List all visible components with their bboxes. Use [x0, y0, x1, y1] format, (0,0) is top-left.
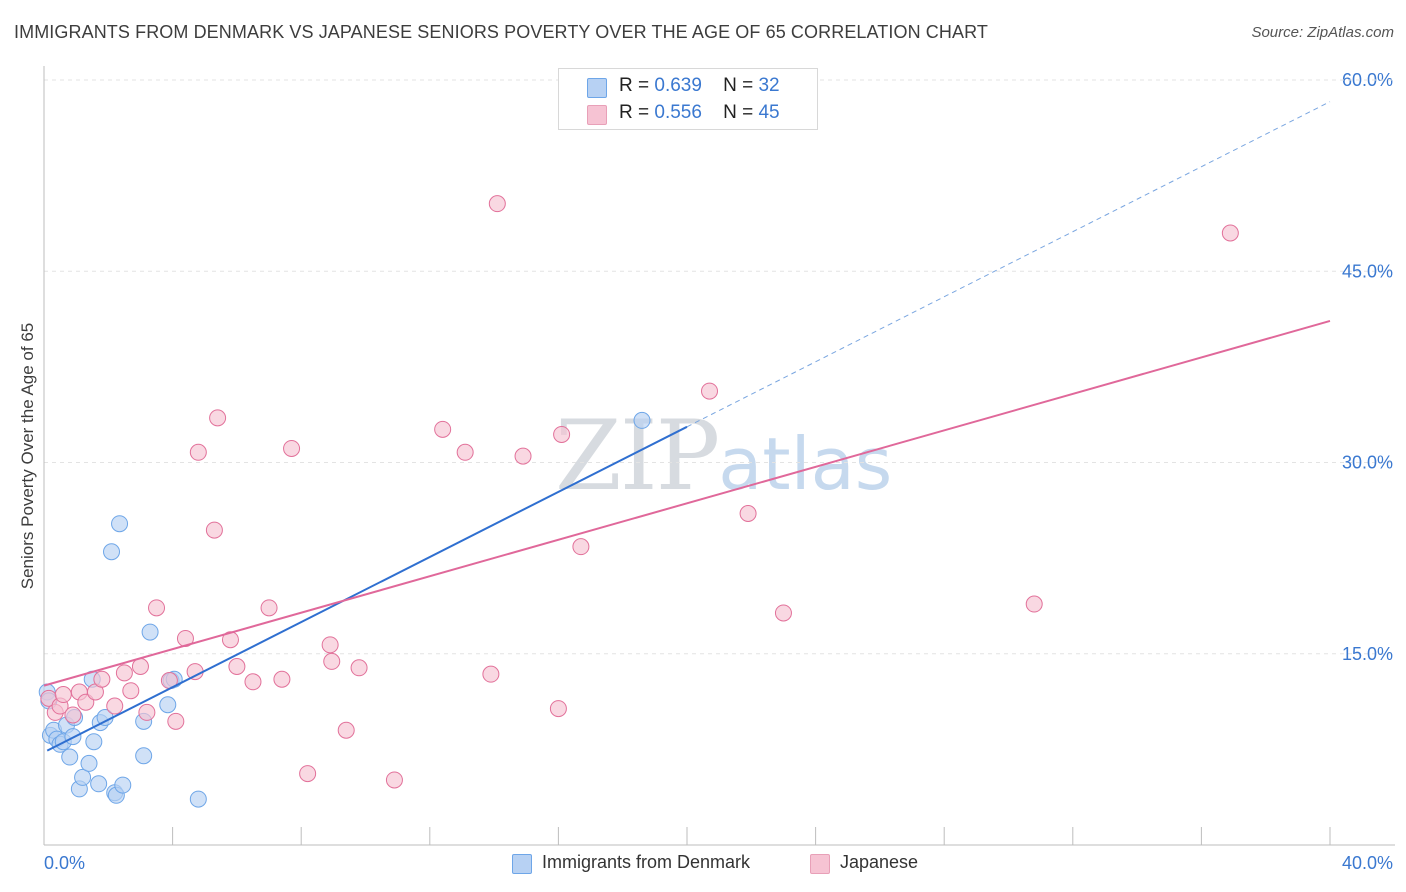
point-japanese: [323, 652, 341, 670]
point-denmark: [85, 733, 103, 751]
point-japanese: [148, 599, 166, 617]
trendline-japanese: [43, 320, 1331, 687]
point-japanese: [260, 599, 278, 617]
r-label: R =: [619, 75, 650, 96]
legend-label-denmark: Immigrants from Denmark: [542, 852, 751, 872]
legend-swatch-denmark: [587, 78, 607, 98]
legend-label-japanese: Japanese: [840, 852, 919, 872]
point-denmark: [74, 768, 92, 786]
r-label: R =: [619, 102, 650, 123]
trendline-denmark: [46, 425, 688, 752]
n-value-denmark: 32: [758, 75, 780, 96]
chart-title: IMMIGRANTS FROM DENMARK VS JAPANESE SENI…: [14, 22, 988, 42]
point-japanese: [1221, 224, 1239, 242]
legend-swatch-japanese: [810, 854, 830, 874]
legend-swatch-japanese: [587, 105, 607, 125]
point-denmark: [135, 747, 153, 765]
point-japanese: [572, 538, 590, 556]
point-japanese: [138, 703, 156, 721]
point-japanese: [115, 664, 133, 682]
point-japanese: [337, 721, 355, 739]
point-japanese: [186, 663, 204, 681]
point-japanese: [514, 447, 532, 465]
point-denmark: [189, 790, 207, 808]
point-japanese: [701, 382, 719, 400]
x-tick-label-max: 40.0%: [1342, 853, 1393, 873]
point-japanese: [122, 682, 140, 700]
source-label: Source: ZipAtlas.com: [1251, 24, 1394, 41]
point-japanese: [167, 712, 185, 730]
point-denmark: [61, 748, 79, 766]
point-japanese: [553, 425, 571, 443]
point-japanese: [189, 443, 207, 461]
point-denmark: [90, 775, 108, 793]
r-value-denmark: 0.639: [654, 75, 702, 96]
y-tick-label: 45.0%: [1342, 261, 1393, 281]
point-japanese: [64, 706, 82, 724]
point-denmark: [111, 515, 129, 533]
point-japanese: [299, 765, 317, 783]
point-denmark: [114, 776, 132, 794]
point-denmark: [159, 696, 177, 714]
point-japanese: [549, 700, 567, 718]
point-japanese: [350, 659, 368, 677]
legend-text-japanese: R = 0.556 N = 45: [619, 102, 780, 124]
series-legend: Immigrants from Denmark Japanese: [0, 850, 1406, 880]
y-tick-label: 30.0%: [1342, 453, 1393, 473]
point-japanese: [209, 409, 227, 427]
point-japanese: [273, 670, 291, 688]
point-denmark: [633, 411, 651, 429]
legend-swatch-denmark: [512, 854, 532, 874]
legend-text-denmark: R = 0.639 N = 32: [619, 75, 780, 97]
x-tick-label-min: 0.0%: [44, 853, 85, 873]
n-label: N =: [723, 75, 754, 96]
point-japanese: [321, 636, 339, 654]
point-denmark: [103, 543, 121, 561]
r-value-japanese: 0.556: [654, 102, 702, 123]
point-japanese: [106, 697, 124, 715]
point-japanese: [488, 195, 506, 213]
point-denmark: [141, 623, 159, 641]
point-japanese: [456, 443, 474, 461]
point-japanese: [774, 604, 792, 622]
point-japanese: [93, 670, 111, 688]
point-japanese: [482, 665, 500, 683]
y-tick-label: 15.0%: [1342, 644, 1393, 664]
point-japanese: [385, 771, 403, 789]
point-japanese: [228, 658, 246, 675]
correlation-legend: R = 0.639 N = 32 R = 0.556 N = 45: [558, 68, 818, 130]
watermark-atlas: atlas: [718, 422, 893, 506]
point-japanese: [54, 686, 72, 704]
n-label: N =: [723, 102, 754, 123]
point-japanese: [434, 420, 452, 438]
point-japanese: [205, 521, 223, 539]
point-japanese: [739, 505, 757, 522]
point-denmark: [80, 754, 98, 772]
point-japanese: [283, 439, 301, 457]
point-japanese: [244, 673, 262, 691]
trendline-denmark-extension: [686, 101, 1331, 428]
n-value-japanese: 45: [758, 102, 780, 123]
point-japanese: [1025, 595, 1043, 613]
